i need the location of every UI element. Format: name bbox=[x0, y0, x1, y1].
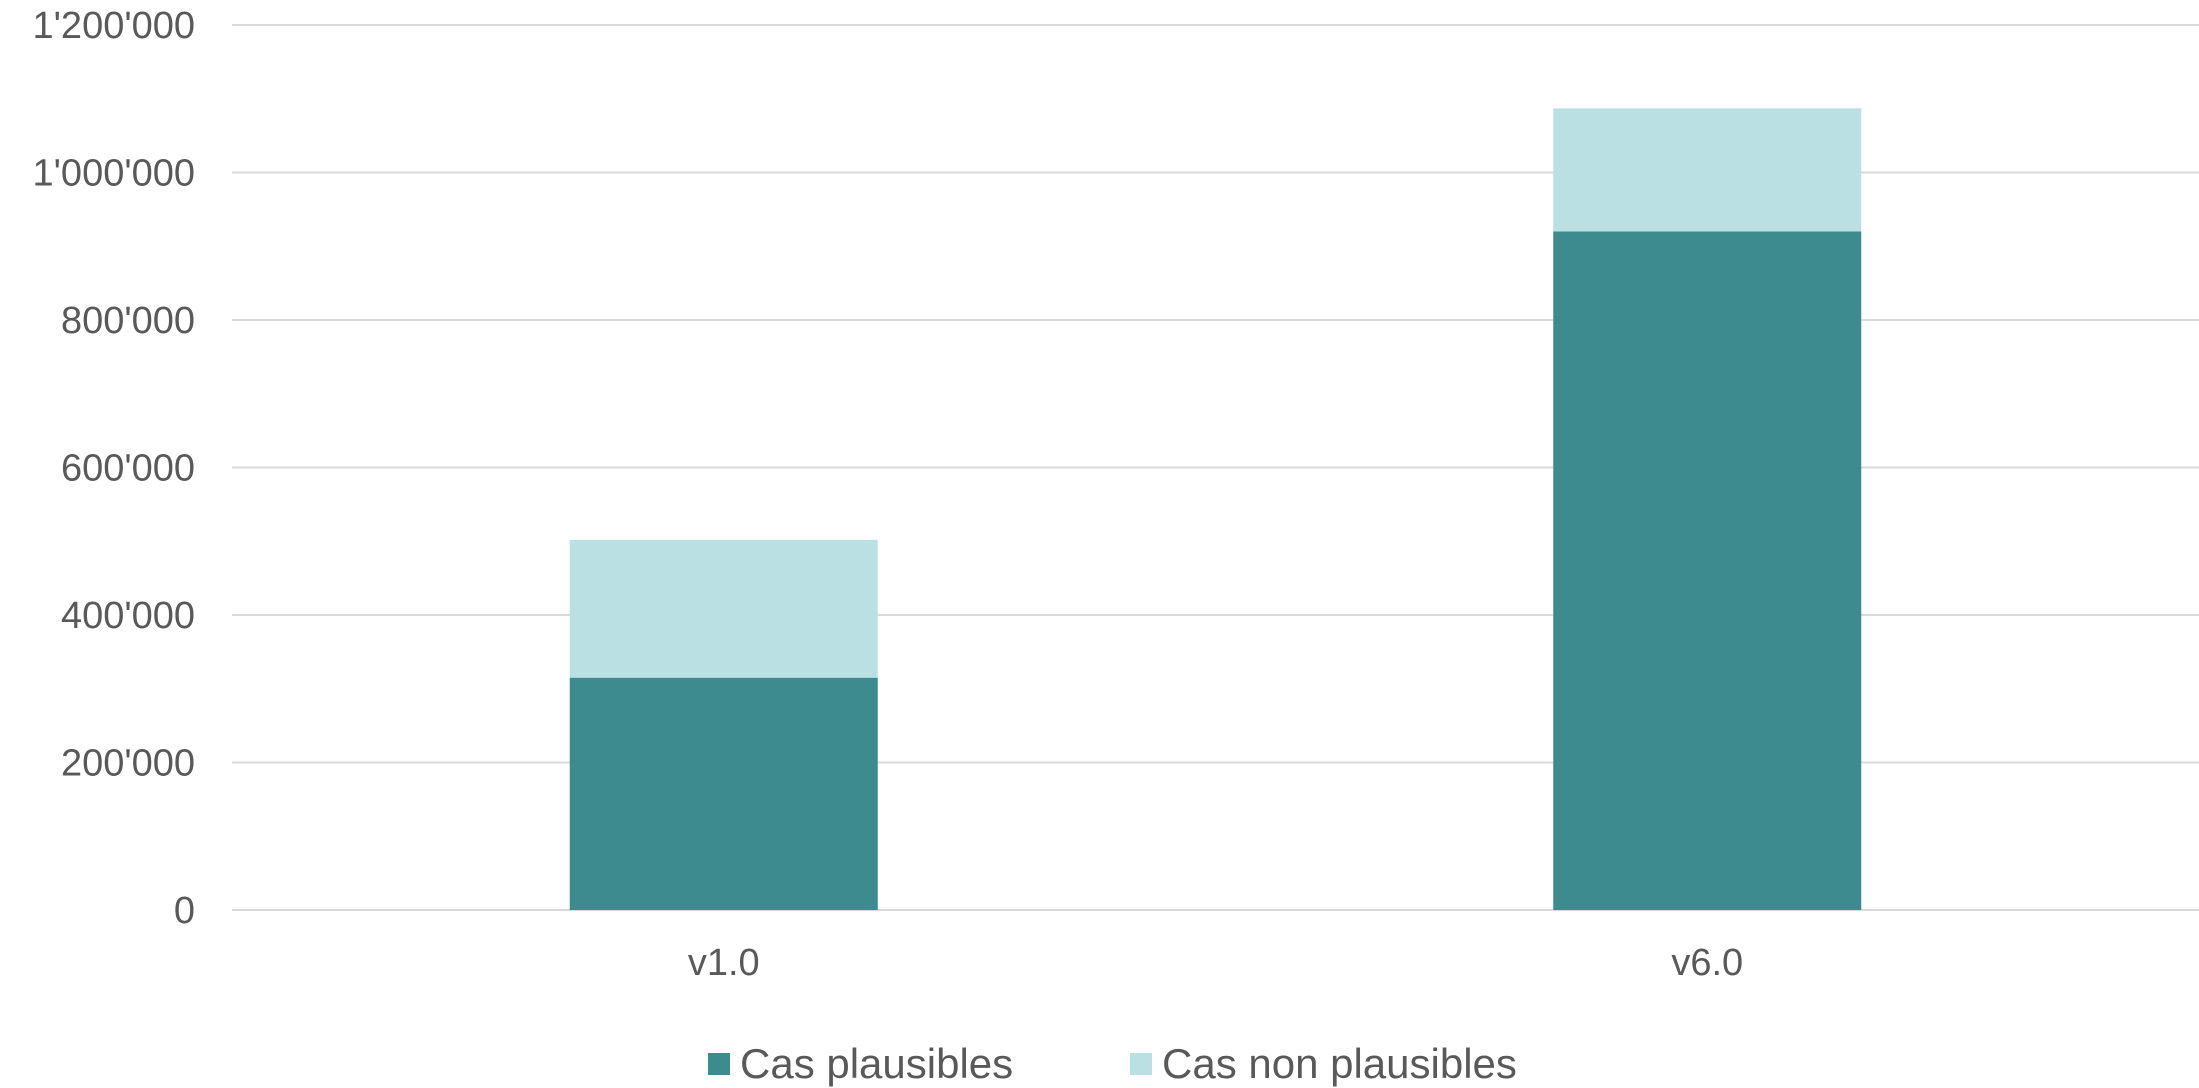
legend: Cas plausibles Cas non plausibles bbox=[708, 1040, 1517, 1087]
y-tick-label: 800'000 bbox=[61, 300, 195, 342]
bar-v1.0-plausibles bbox=[569, 677, 878, 910]
y-tick-label: 1'200'000 bbox=[33, 5, 195, 47]
bar-v6.0-plausibles bbox=[1553, 231, 1862, 910]
x-category-label: v1.0 bbox=[688, 942, 760, 984]
legend-label: Cas non plausibles bbox=[1162, 1040, 1517, 1087]
bar-v6.0-non-plausibles bbox=[1553, 108, 1862, 232]
y-axis-tick-labels: 0 200'000 400'000 600'000 800'000 1'000'000 1'… bbox=[33, 5, 195, 932]
y-tick-label: 200'000 bbox=[61, 743, 195, 785]
y-tick-label: 600'000 bbox=[61, 448, 195, 490]
y-tick-label: 400'000 bbox=[61, 595, 195, 637]
y-tick-label: 1'000'000 bbox=[33, 153, 195, 195]
x-category-label: v6.0 bbox=[1671, 942, 1743, 984]
x-axis-category-labels: v1.0 v6.0 bbox=[688, 942, 1743, 984]
bars bbox=[569, 108, 1862, 910]
y-tick-label: 0 bbox=[174, 890, 195, 932]
legend-swatch bbox=[1130, 1053, 1152, 1075]
gridlines bbox=[232, 24, 2199, 911]
bar-v1.0-non-plausibles bbox=[569, 539, 878, 678]
legend-swatch bbox=[708, 1053, 730, 1075]
legend-label: Cas plausibles bbox=[740, 1040, 1013, 1087]
